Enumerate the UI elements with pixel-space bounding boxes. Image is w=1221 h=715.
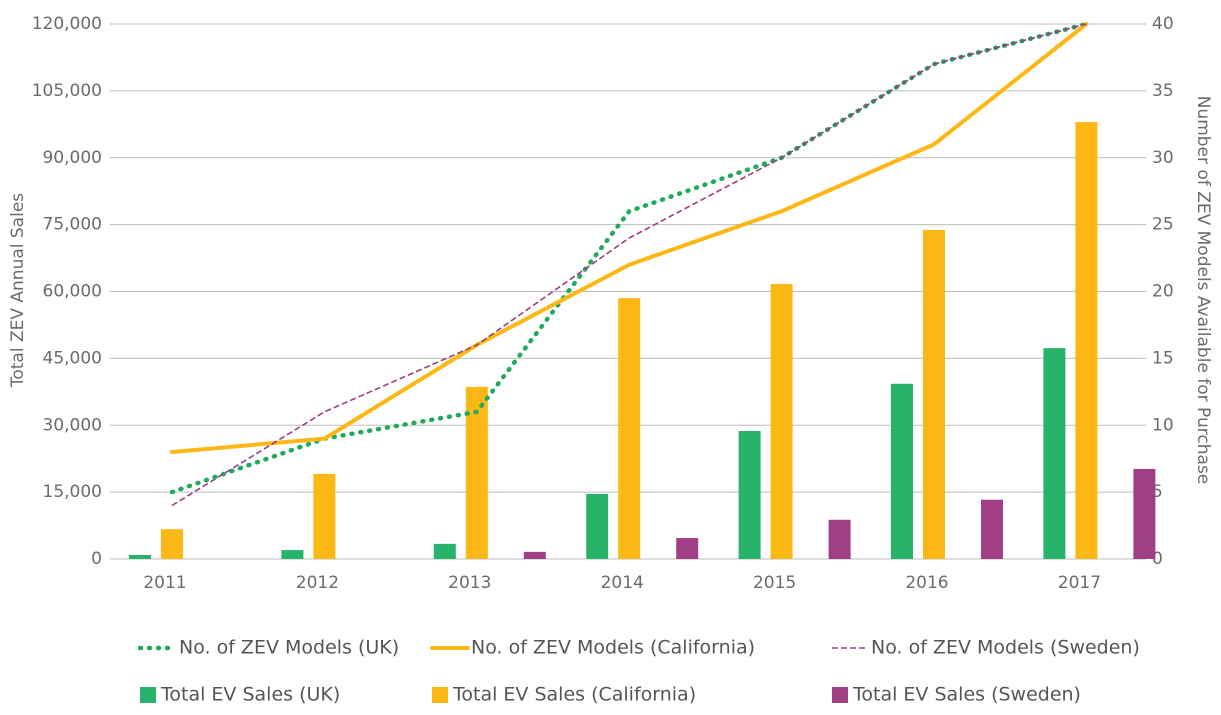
y-tick-label: 45,000 — [43, 348, 102, 368]
bar — [981, 499, 1003, 559]
y-tick-label: 90,000 — [43, 148, 102, 168]
y-tick-label: 75,000 — [43, 215, 102, 235]
legend-label: Total EV Sales (UK) — [160, 684, 340, 706]
y2-tick-label: 30 — [1152, 148, 1174, 168]
line — [171, 23, 1087, 507]
bar — [1043, 348, 1066, 559]
y2-tick-label: 25 — [1152, 215, 1174, 235]
legend-swatch — [432, 687, 448, 703]
y-axis-label: Total ZEV Annual Sales — [8, 193, 28, 388]
y2-tick-label: 10 — [1152, 415, 1174, 435]
y-tick-label: 120,000 — [32, 14, 102, 34]
bar — [1133, 468, 1156, 559]
legend-swatch — [140, 687, 156, 703]
y2-tick-label: 20 — [1152, 282, 1174, 302]
y2-tick-label: 40 — [1152, 14, 1174, 34]
x-tick-label: 2017 — [1058, 573, 1101, 593]
y-tick-label: 105,000 — [32, 81, 102, 101]
y2-axis-label: Number of ZEV Models Available for Purch… — [1193, 96, 1213, 485]
bar — [738, 431, 761, 559]
bar — [586, 493, 609, 559]
line — [170, 22, 1089, 454]
bar — [129, 554, 151, 559]
legend-swatch — [832, 687, 848, 703]
bar — [313, 473, 336, 559]
bar — [465, 386, 488, 559]
y-tick-label: 0 — [91, 549, 102, 569]
legend-label: Total EV Sales (Sweden) — [852, 684, 1081, 706]
bar — [281, 550, 304, 559]
legend-label: No. of ZEV Models (Sweden) — [871, 637, 1140, 659]
bar — [618, 298, 641, 559]
bar — [923, 229, 945, 559]
bar — [891, 383, 913, 559]
y2-tick-label: 0 — [1152, 549, 1163, 569]
x-tick-label: 2012 — [296, 573, 339, 593]
x-tick-label: 2014 — [601, 573, 644, 593]
bar — [523, 551, 546, 559]
bar — [676, 538, 699, 559]
y2-tick-label: 15 — [1152, 348, 1174, 368]
y-tick-label: 15,000 — [43, 482, 102, 502]
x-tick-label: 2016 — [905, 573, 948, 593]
legend-label: Total EV Sales (California) — [452, 684, 696, 706]
bar — [770, 283, 793, 559]
y2-tick-label: 35 — [1152, 81, 1174, 101]
bar — [1075, 122, 1098, 559]
y-tick-label: 60,000 — [43, 282, 102, 302]
y-tick-label: 30,000 — [43, 415, 102, 435]
x-tick-label: 2015 — [753, 573, 796, 593]
bar — [433, 543, 456, 559]
bar — [161, 529, 183, 559]
x-tick-label: 2013 — [448, 573, 491, 593]
legend-label: No. of ZEV Models (UK) — [179, 637, 399, 659]
y2-tick-label: 5 — [1152, 482, 1163, 502]
legend-label: No. of ZEV Models (California) — [471, 637, 755, 659]
bar — [828, 519, 851, 559]
x-tick-label: 2011 — [143, 573, 186, 593]
